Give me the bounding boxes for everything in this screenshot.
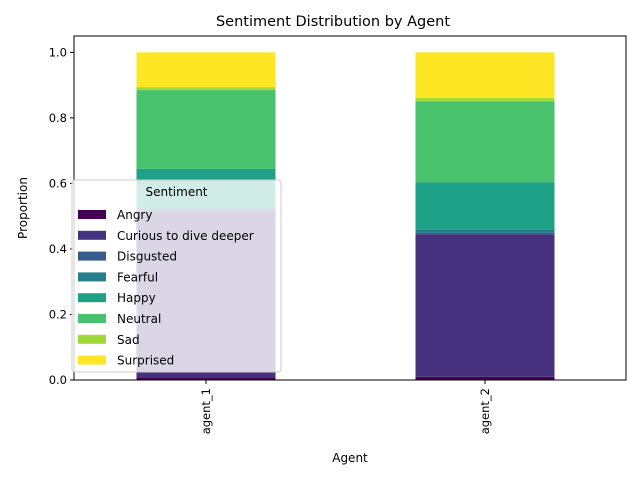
chart-title: Sentiment Distribution by Agent [216, 14, 450, 30]
legend-swatch [78, 251, 106, 261]
bar-agent_2-disgusted [415, 232, 555, 235]
bar-agent_2-neutral [415, 101, 555, 183]
bar-agent_2-sad [415, 97, 555, 102]
legend-swatch [78, 334, 106, 344]
legend-label: Disgusted [117, 250, 177, 264]
bar-agent_1-surprised [136, 52, 276, 88]
legend-label: Happy [117, 291, 156, 305]
legend: Sentiment Angry Curious to dive deeper Disg… [71, 179, 282, 373]
legend-label: Curious to dive deeper [117, 229, 254, 243]
legend-label: Sad [117, 333, 140, 347]
x-axis: agent_1 agent_2 [199, 380, 492, 434]
bar-agent_2-angry [415, 376, 555, 380]
legend-label: Fearful [117, 270, 158, 284]
y-tick-label: 0.0 [49, 373, 67, 387]
bar-agent_1-angry [136, 377, 276, 380]
bar-agent_2-fearful [415, 229, 555, 233]
legend-swatch [78, 230, 106, 240]
bar-agent_2-surprised [415, 52, 555, 98]
bars-group [136, 52, 555, 380]
x-axis-label: Agent [332, 451, 368, 465]
legend-label: Surprised [117, 354, 174, 368]
bar-agent_2-curious-to-dive-deeper [415, 234, 555, 377]
legend-title: Sentiment [145, 185, 207, 199]
legend-box [71, 179, 282, 373]
y-tick-label: 1.0 [49, 45, 67, 59]
y-axis: 0.0 0.2 0.4 0.6 0.8 1.0 [49, 45, 74, 387]
bar-agent_2-happy [415, 182, 555, 230]
legend-label: Angry [117, 208, 152, 222]
legend-swatch [78, 293, 106, 303]
x-tick-label: agent_1 [199, 388, 213, 434]
y-tick-label: 0.6 [49, 176, 67, 190]
y-tick-label: 0.8 [49, 111, 67, 125]
legend-swatch [78, 210, 106, 219]
y-tick-label: 0.2 [49, 307, 67, 321]
x-tick-label: agent_2 [478, 388, 492, 434]
legend-label: Neutral [117, 312, 161, 326]
legend-swatch [78, 272, 106, 282]
legend-swatch [78, 355, 106, 365]
y-axis-label: Proportion [16, 177, 30, 239]
bar-agent_1-neutral [136, 90, 276, 169]
legend-swatch [78, 314, 106, 323]
y-tick-label: 0.4 [49, 242, 67, 256]
bar-agent_1-sad [136, 87, 276, 91]
